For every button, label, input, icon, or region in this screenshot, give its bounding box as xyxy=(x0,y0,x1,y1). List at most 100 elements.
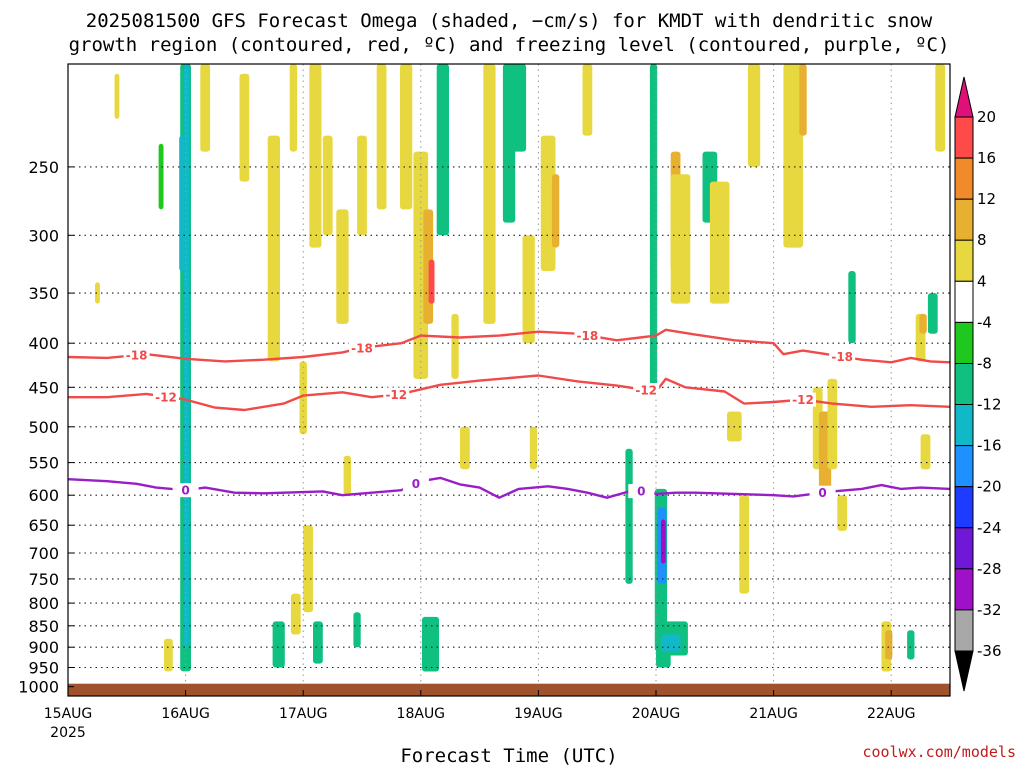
omega-cell xyxy=(322,135,333,236)
omega-cell xyxy=(511,64,527,152)
contour-label: 0 xyxy=(412,477,420,491)
contour-label: -12 xyxy=(385,388,407,402)
omega-cell xyxy=(460,426,470,470)
contour-label: 0 xyxy=(818,486,826,500)
chart-title-line2: growth region (contoured, red, ºC) and f… xyxy=(69,34,950,56)
omega-cell xyxy=(885,630,893,660)
omega-cell xyxy=(158,143,164,210)
colorbar-swatch xyxy=(954,321,974,364)
x-axis-label: Forecast Time (UTC) xyxy=(400,745,617,767)
contour-label-bg xyxy=(349,340,375,355)
y-tick-label: 900 xyxy=(28,638,59,657)
omega-cell xyxy=(272,621,285,668)
omega-cell xyxy=(529,426,538,470)
omega-cell xyxy=(290,593,301,635)
contour-label: -18 xyxy=(351,341,373,355)
colorbar-label: -4 xyxy=(977,313,992,331)
y-tick-label: 1000 xyxy=(18,678,59,697)
ground-surface xyxy=(68,683,950,696)
omega-cell xyxy=(422,616,440,672)
colorbar-bottom-arrow xyxy=(954,650,974,692)
contour-label-bg xyxy=(628,484,655,499)
omega-cell xyxy=(357,135,367,236)
contour-label-bg xyxy=(172,483,199,498)
colorbar-label: -24 xyxy=(977,519,1002,537)
contour-label-bg xyxy=(402,476,429,491)
omega-cell xyxy=(747,64,761,167)
omega-cell xyxy=(376,64,387,210)
ground-layer xyxy=(68,683,950,696)
x-tick-label: 22AUG xyxy=(867,706,916,722)
y-tick-label: 350 xyxy=(28,284,59,303)
x-tick-sublabel: 2025 xyxy=(50,725,86,741)
omega-cell xyxy=(303,525,313,613)
contour-label: 0 xyxy=(637,485,645,499)
contour-label: -12 xyxy=(792,393,814,407)
y-tick-label: 500 xyxy=(28,418,59,437)
colorbar-label: -32 xyxy=(977,601,1002,619)
y-tick-label: 250 xyxy=(28,158,59,177)
omega-cell xyxy=(625,448,633,584)
omega-cell xyxy=(739,495,750,594)
omega-cell xyxy=(309,64,322,248)
omega-cell xyxy=(353,612,361,648)
omega-cell xyxy=(919,313,927,334)
y-tick-label: 600 xyxy=(28,486,59,505)
omega-cell xyxy=(935,64,946,152)
contour-label: -18 xyxy=(831,350,853,364)
contour-label-bg xyxy=(790,392,816,407)
colorbar-swatch xyxy=(954,239,974,282)
colorbar-label: -8 xyxy=(977,355,992,373)
colorbar-label: -28 xyxy=(977,560,1002,578)
y-tick-label: 700 xyxy=(28,544,59,563)
y-axis: 250 300 350 400 450 500 550 600 650 700 750 800 850 9… xyxy=(18,158,74,697)
y-tick-label: 950 xyxy=(28,659,59,678)
omega-cell xyxy=(660,519,666,564)
y-tick-label: 800 xyxy=(28,594,59,613)
colorbar-label: 12 xyxy=(977,190,996,208)
omega-cell xyxy=(184,64,189,648)
colorbar-swatch xyxy=(954,157,974,200)
colorbar-label: -12 xyxy=(977,396,1002,414)
colorbar-swatch xyxy=(954,198,974,241)
grid-layer xyxy=(68,64,950,696)
omega-cell xyxy=(343,455,351,496)
contour-layer: -18 -18 -18 -18 -12 -12 -12 -12 0 0 0 0 xyxy=(67,328,951,500)
contour-label-bg xyxy=(153,389,179,404)
contour-line xyxy=(68,374,951,412)
chart-title-line1: 2025081500 GFS Forecast Omega (shaded, −… xyxy=(86,10,933,32)
omega-cell xyxy=(837,495,848,531)
omega-cell xyxy=(436,64,449,236)
omega-cell xyxy=(179,135,185,271)
omega-cell xyxy=(927,293,938,334)
omega-cell xyxy=(907,630,915,660)
omega-cell xyxy=(660,634,681,652)
colorbar-swatch xyxy=(954,363,974,406)
contour-line xyxy=(67,476,951,499)
omega-cell xyxy=(827,378,838,470)
contour-label-bg xyxy=(809,485,836,500)
colorbar-label: -16 xyxy=(977,437,1002,455)
contour-label-bg xyxy=(574,328,601,343)
colorbar-swatch xyxy=(954,445,974,488)
colorbar-swatch xyxy=(954,568,974,611)
colorbar-label: 4 xyxy=(977,272,987,290)
x-tick-label: 16AUG xyxy=(161,706,210,722)
omega-cell xyxy=(582,64,593,136)
omega-cell xyxy=(799,64,807,136)
credit-link[interactable]: coolwx.com/models xyxy=(862,743,1016,761)
omega-cell xyxy=(299,361,307,435)
x-tick-label: 20AUG xyxy=(632,706,681,722)
omega-cell xyxy=(551,174,560,248)
colorbar-label: -36 xyxy=(977,642,1002,660)
colorbar-swatch xyxy=(954,486,974,529)
omega-cell xyxy=(540,135,556,271)
y-tick-label: 550 xyxy=(28,454,59,473)
colorbar-swatch xyxy=(954,404,974,447)
y-tick-label: 300 xyxy=(28,226,59,245)
omega-cell xyxy=(670,174,691,304)
omega-shading-layer xyxy=(95,64,946,672)
omega-cell xyxy=(336,209,349,324)
x-tick-label: 15AUG xyxy=(44,706,93,722)
